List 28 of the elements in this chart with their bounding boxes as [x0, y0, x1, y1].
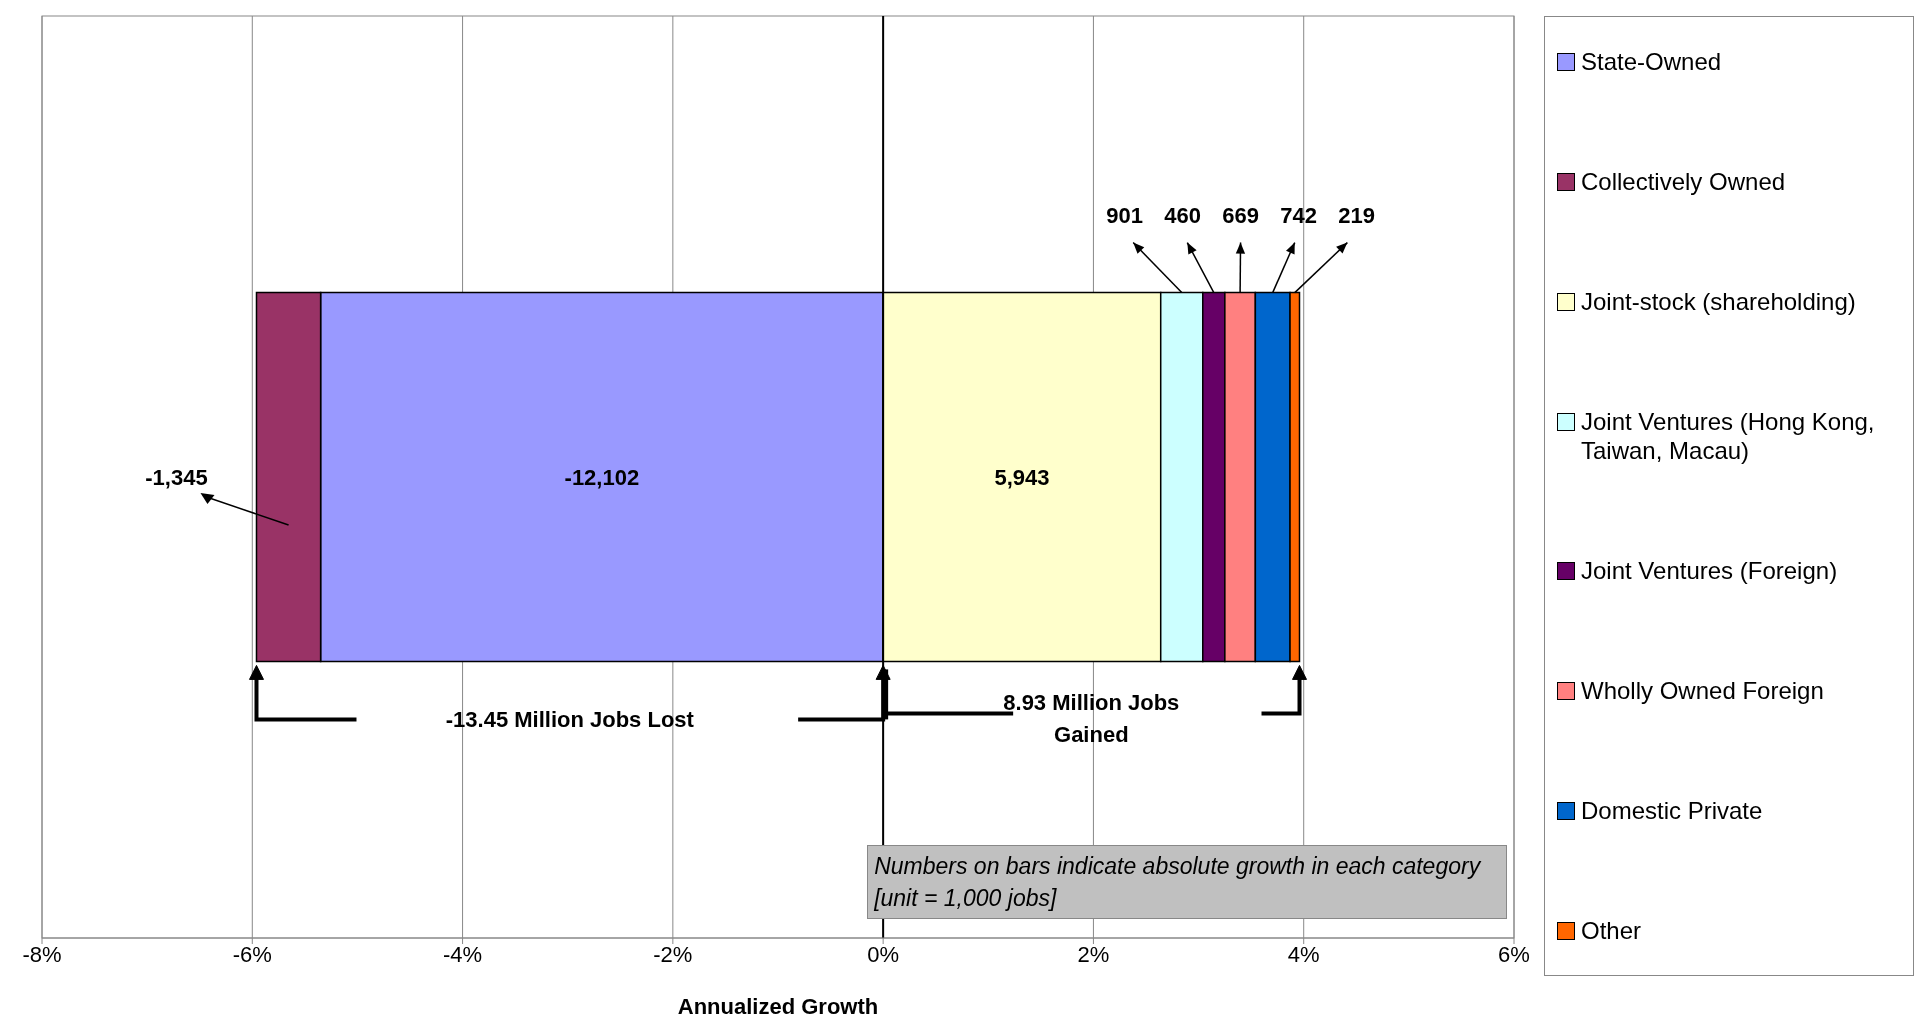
legend-label: Other — [1581, 916, 1642, 945]
legend-label: Wholly Owned Foreign — [1581, 676, 1824, 705]
annotation: -13.45 Million Jobs Lost — [445, 707, 695, 733]
x-tick-label: -6% — [232, 941, 272, 967]
annotation: -12,102 — [564, 465, 640, 490]
x-tick-label: 6% — [1498, 941, 1530, 967]
annotation: 901 — [1106, 202, 1143, 228]
legend-label: Joint Ventures (Hong Kong, Taiwan, Macau) — [1581, 407, 1876, 465]
annotation: -1,345 — [145, 465, 208, 490]
x-axis-title: Annualized Growth — [677, 994, 879, 1019]
x-tick-label: -8% — [22, 941, 62, 967]
x-tick-label: -2% — [653, 941, 693, 967]
legend-label: Joint-stock (shareholding) — [1581, 287, 1856, 316]
annotation: 460 — [1164, 202, 1201, 228]
legend-label: Domestic Private — [1581, 796, 1763, 825]
legend-label: State-Owned — [1581, 47, 1722, 76]
annotation: 219 — [1338, 202, 1375, 228]
annotation: Numbers on bars indicate absolute growth in each category [unit = 1,000 jobs] — [867, 845, 1508, 919]
annotation: 8.93 Million Jobs Gained — [1002, 689, 1181, 750]
annotation: 669 — [1222, 202, 1259, 228]
legend-label: Collectively Owned — [1581, 167, 1786, 196]
legend-label: Joint Ventures (Foreign) — [1581, 556, 1838, 585]
x-tick-label: -4% — [443, 941, 483, 967]
x-tick-label: 0% — [867, 941, 900, 967]
annotation: 5,943 — [994, 465, 1050, 490]
annotation: 742 — [1280, 202, 1317, 228]
x-tick-label: 2% — [1077, 941, 1110, 967]
x-tick-label: 4% — [1287, 941, 1320, 967]
